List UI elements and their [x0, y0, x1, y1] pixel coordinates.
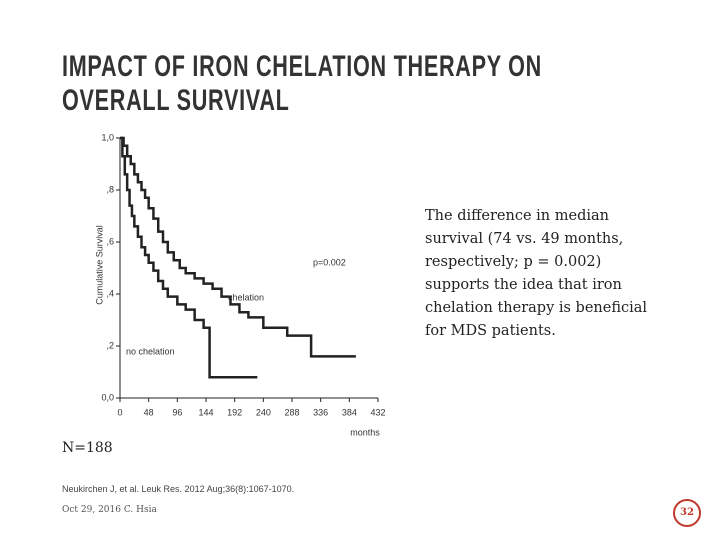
- x-axis-label: months: [350, 427, 380, 437]
- y-tick-label: ,4: [106, 288, 114, 298]
- y-tick-label: 0,0: [101, 392, 114, 402]
- y-axis-label: Cumulative Survival: [94, 225, 104, 305]
- x-tick-label: 192: [227, 407, 242, 417]
- title-line: IMPACT OF IRON CHELATION THERAPY ON: [62, 50, 543, 83]
- x-tick-label: 144: [198, 407, 213, 417]
- x-tick-label: 48: [144, 407, 154, 417]
- survival-curve: [120, 136, 356, 358]
- body-text: The difference in median survival (74 vs…: [425, 208, 648, 339]
- x-tick-label: 288: [284, 407, 299, 417]
- page-number: 32: [673, 499, 701, 527]
- y-tick-label: ,2: [106, 340, 114, 350]
- title-line: OVERALL SURVIVAL: [62, 84, 290, 117]
- series-label: no chelation: [126, 346, 175, 356]
- x-tick-label: 0: [117, 407, 122, 417]
- slide-title: IMPACT OF IRON CHELATION THERAPY ON OVER…: [62, 50, 542, 118]
- y-tick-label: ,8: [106, 184, 114, 194]
- x-tick-label: 240: [256, 407, 271, 417]
- survival-curve: [120, 136, 258, 379]
- y-tick-label: ,6: [106, 236, 114, 246]
- x-tick-label: 96: [172, 407, 182, 417]
- x-tick-label: 336: [313, 407, 328, 417]
- series-label: chelation: [228, 292, 264, 302]
- sample-size: N=188: [62, 440, 113, 456]
- citation: Neukirchen J, et al. Leuk Res. 2012 Aug;…: [62, 484, 295, 494]
- annotation: p=0.002: [313, 257, 346, 267]
- x-tick-label: 432: [370, 407, 385, 417]
- footer: Oct 29, 2016 C. Hsia: [62, 505, 157, 515]
- x-tick-label: 384: [342, 407, 357, 417]
- y-tick-label: 1,0: [101, 132, 114, 142]
